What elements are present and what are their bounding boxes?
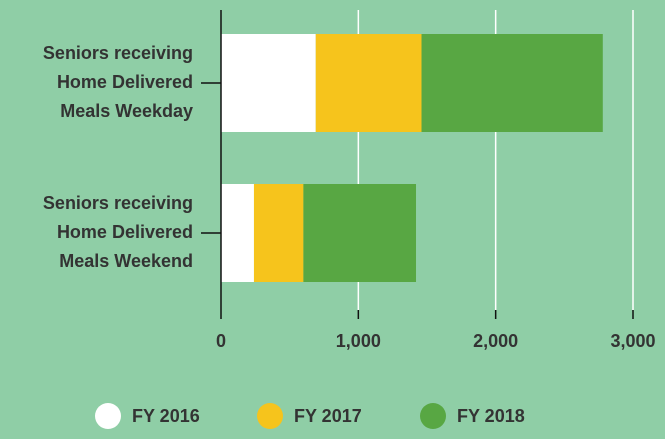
category-label: Meals Weekday — [60, 101, 193, 121]
legend-swatch — [257, 403, 283, 429]
category-label: Seniors receiving — [43, 193, 193, 213]
legend-swatch — [95, 403, 121, 429]
bar-segment — [221, 34, 316, 132]
bar-segment — [303, 184, 417, 282]
category-label: Meals Weekend — [59, 251, 193, 271]
bar-segment — [221, 184, 254, 282]
x-tick-label: 1,000 — [336, 331, 381, 351]
category-label: Home Delivered — [57, 222, 193, 242]
x-tick-label: 0 — [216, 331, 226, 351]
legend-label: FY 2018 — [457, 406, 525, 426]
x-tick-label: 3,000 — [610, 331, 655, 351]
x-tick-label: 2,000 — [473, 331, 518, 351]
legend-swatch — [420, 403, 446, 429]
bar-segment — [421, 34, 603, 132]
category-label: Seniors receiving — [43, 43, 193, 63]
legend-label: FY 2016 — [132, 406, 200, 426]
bar-segment — [253, 184, 304, 282]
legend-label: FY 2017 — [294, 406, 362, 426]
bar-segment — [315, 34, 422, 132]
category-label: Home Delivered — [57, 72, 193, 92]
